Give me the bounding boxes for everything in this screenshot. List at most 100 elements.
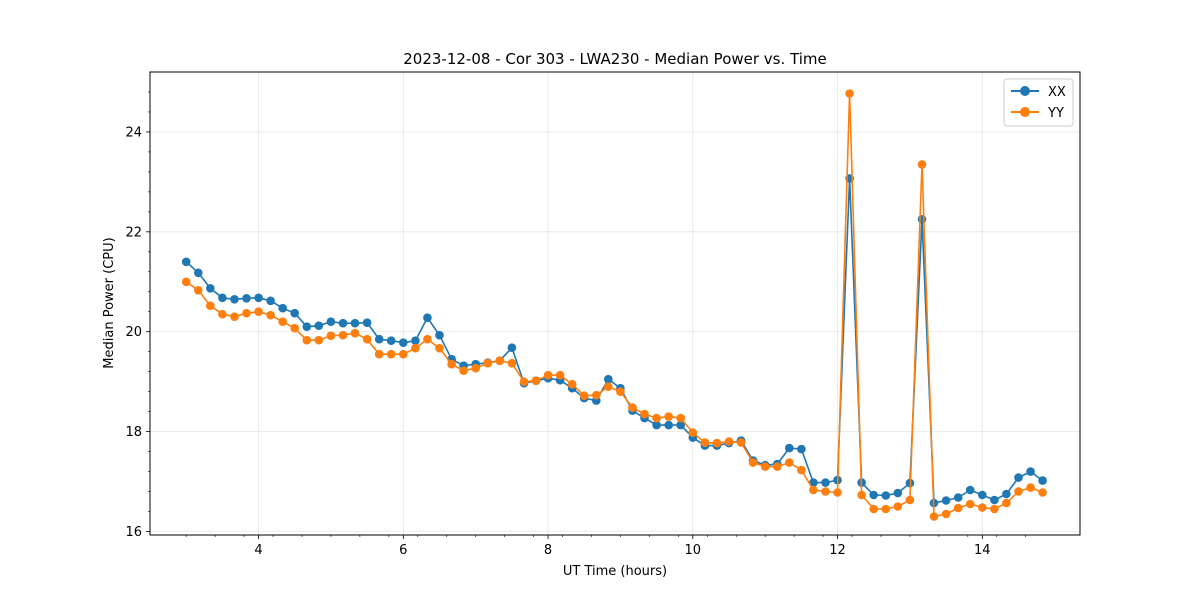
data-point-xx — [350, 318, 360, 328]
data-point-xx — [941, 496, 951, 505]
data-point-xx — [1002, 489, 1011, 499]
data-point-yy — [543, 370, 553, 380]
data-point-yy — [664, 412, 673, 421]
x-tick-label: 4 — [254, 543, 262, 558]
data-point-xx — [302, 322, 312, 332]
data-point-yy — [736, 438, 746, 447]
data-point-yy — [567, 379, 577, 389]
data-point-yy — [411, 343, 420, 353]
data-point-yy — [881, 504, 891, 514]
data-point-yy — [676, 413, 685, 423]
data-point-yy — [386, 349, 396, 359]
y-tick-label: 20 — [125, 325, 142, 340]
data-point-yy — [688, 428, 698, 437]
data-point-xx — [965, 485, 975, 495]
data-point-yy — [905, 495, 915, 505]
data-point-xx — [507, 343, 517, 353]
data-point-xx — [254, 293, 263, 303]
legend-marker-yy — [1020, 107, 1030, 117]
data-point-yy — [314, 335, 324, 345]
tick-layer: 4 6 8 10 12 14 16 18 20 22 24 — [125, 91, 1027, 558]
data-point-yy — [254, 307, 263, 317]
plot-frame — [149, 71, 1081, 536]
y-tick-label: 18 — [125, 425, 142, 440]
data-point-xx — [785, 443, 794, 453]
data-point-xx — [1038, 476, 1047, 485]
data-point-yy — [495, 356, 505, 366]
data-point-yy — [471, 363, 481, 373]
data-point-xx — [181, 257, 191, 267]
data-point-yy — [519, 377, 529, 387]
data-point-yy — [712, 438, 722, 448]
data-point-xx — [338, 318, 348, 328]
data-point-yy — [652, 413, 661, 423]
data-point-xx — [278, 303, 288, 313]
series-layer — [181, 89, 1047, 521]
data-point-xx — [230, 295, 239, 304]
data-point-yy — [785, 458, 794, 467]
data-point-xx — [664, 420, 673, 430]
data-point-yy — [845, 89, 854, 98]
data-point-yy — [483, 358, 493, 368]
data-point-yy — [748, 458, 758, 467]
data-point-xx — [314, 321, 324, 331]
data-point-yy — [917, 160, 927, 169]
data-point-xx — [266, 296, 275, 306]
data-point-yy — [181, 277, 191, 287]
data-point-xx — [990, 495, 999, 505]
data-point-yy — [724, 437, 734, 446]
data-point-yy — [435, 343, 444, 353]
data-point-xx — [374, 334, 384, 344]
data-point-yy — [990, 504, 999, 514]
data-point-yy — [893, 502, 903, 511]
data-point-yy — [423, 334, 432, 344]
y-tick-label: 16 — [125, 525, 142, 540]
x-tick-label: 10 — [685, 543, 702, 558]
data-point-yy — [579, 391, 589, 401]
data-point-xx — [1014, 473, 1023, 482]
data-point-yy — [326, 331, 336, 341]
legend-marker-xx — [1020, 86, 1030, 96]
data-point-xx — [290, 308, 300, 318]
data-point-yy — [531, 376, 541, 386]
data-point-xx — [953, 493, 963, 502]
data-point-xx — [1026, 467, 1035, 476]
data-point-yy — [1038, 488, 1047, 497]
data-point-yy — [447, 359, 456, 369]
legend-label-xx: XX — [1048, 85, 1066, 100]
data-point-yy — [230, 312, 239, 322]
data-point-xx — [604, 374, 613, 384]
data-point-yy — [833, 488, 842, 497]
x-tick-label: 14 — [974, 543, 991, 558]
y-tick-label: 22 — [125, 225, 142, 240]
data-point-yy — [616, 387, 625, 397]
data-point-yy — [290, 323, 300, 333]
data-point-yy — [773, 462, 782, 471]
data-point-xx — [893, 488, 903, 498]
data-point-xx — [809, 478, 818, 487]
data-point-yy — [592, 390, 601, 400]
data-point-yy — [194, 286, 203, 295]
data-point-xx — [218, 293, 227, 303]
data-point-yy — [338, 330, 348, 340]
data-point-yy — [278, 317, 288, 327]
data-point-yy — [953, 503, 963, 513]
data-point-yy — [1002, 498, 1011, 508]
data-point-yy — [809, 485, 818, 495]
data-point-xx — [869, 490, 878, 500]
data-point-xx — [362, 318, 372, 328]
data-point-yy — [978, 503, 987, 512]
y-axis-label: Median Power (CPU) — [102, 237, 117, 368]
data-point-yy — [350, 328, 360, 338]
data-point-yy — [929, 512, 939, 521]
data-point-yy — [760, 462, 770, 471]
x-tick-label: 12 — [829, 543, 846, 558]
chart-title: 2023-12-08 - Cor 303 - LWA230 - Median P… — [403, 50, 827, 68]
data-point-yy — [555, 370, 565, 380]
data-point-xx — [399, 338, 408, 348]
data-point-yy — [604, 382, 613, 392]
data-point-xx — [242, 294, 251, 303]
data-point-yy — [242, 308, 251, 318]
